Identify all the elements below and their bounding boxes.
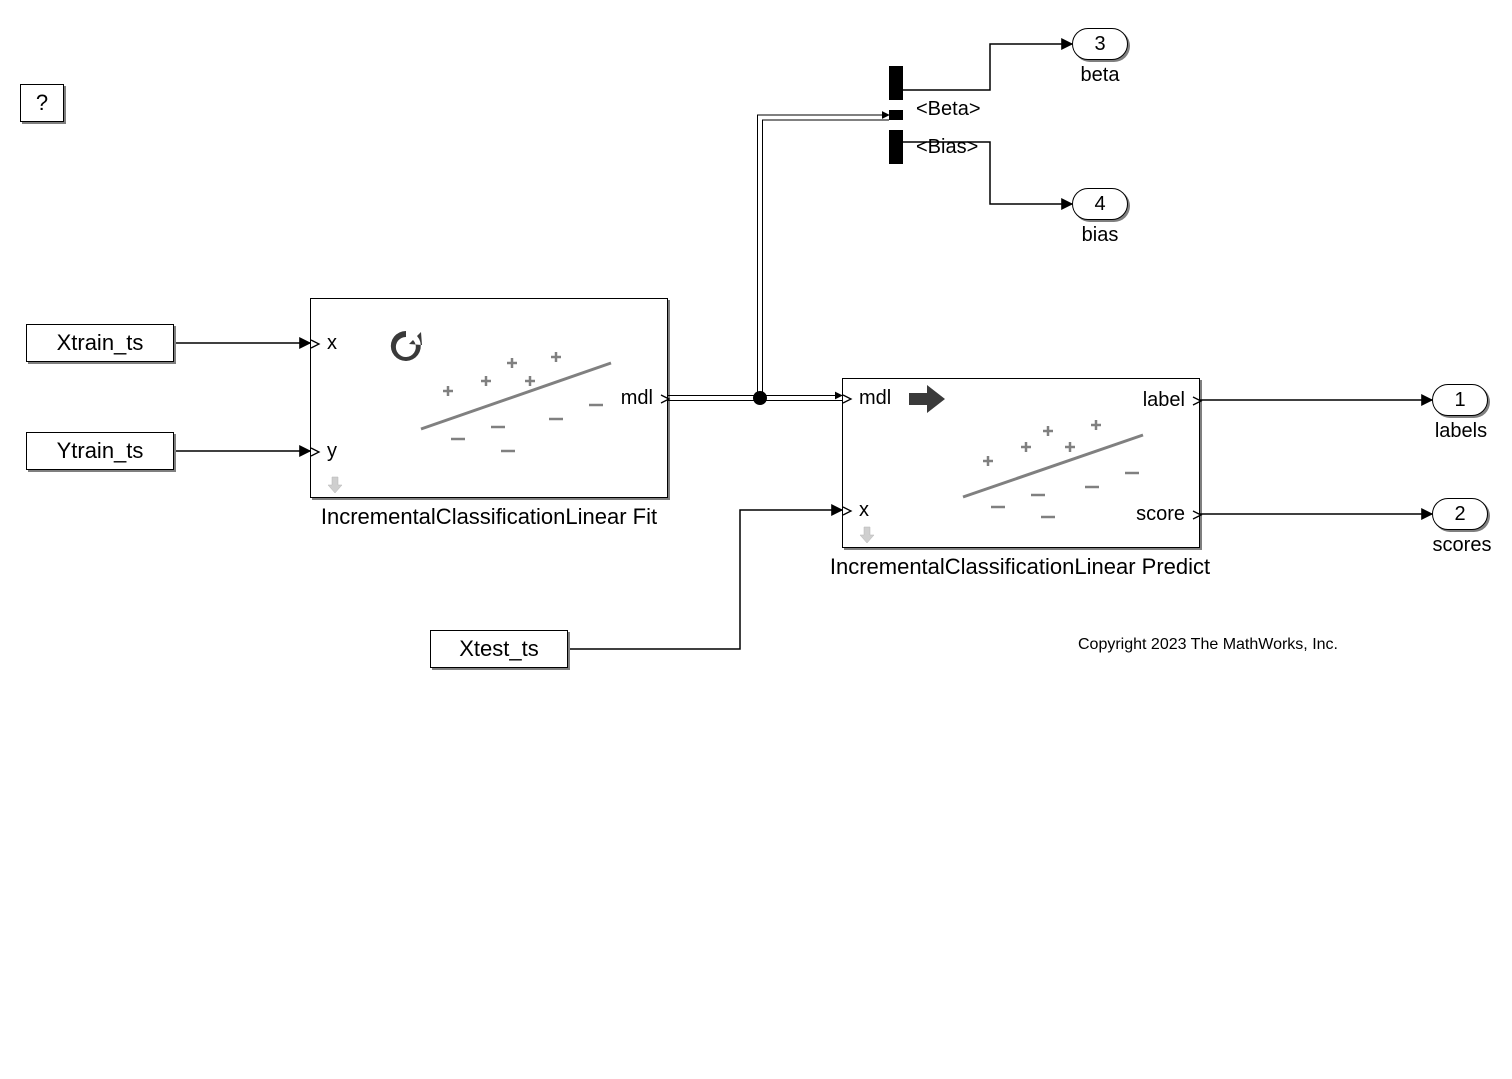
outport-bias[interactable]: 4 [1072,188,1128,220]
predict-port-mdl: mdl [859,387,891,410]
help-label: ? [36,90,48,116]
ytrain-label: Ytrain_ts [57,438,144,464]
outport-beta[interactable]: 3 [1072,28,1128,60]
outport-bias-label: bias [1072,224,1128,247]
outport-scores-label: scores [1424,534,1500,557]
predict-port-score: score [1136,503,1185,526]
outport-labels-num: 1 [1454,389,1465,412]
outport-labels[interactable]: 1 [1432,384,1488,416]
from-workspace-xtrain[interactable]: Xtrain_ts [26,324,174,362]
predict-port-label: label [1143,389,1185,412]
fit-port-x: x [327,332,337,355]
copyright-text: Copyright 2023 The MathWorks, Inc. [1078,636,1338,654]
fit-port-mdl: mdl [621,387,653,410]
predict-block[interactable]: mdl x label score [842,378,1200,548]
outport-labels-label: labels [1426,420,1496,443]
bus-selector[interactable] [889,66,903,164]
xtrain-label: Xtrain_ts [57,330,144,356]
predict-port-x: x [859,499,869,522]
outport-beta-num: 3 [1094,33,1105,56]
bus-out-bias: <Bias> [916,136,978,159]
outport-scores-num: 2 [1454,503,1465,526]
fit-port-y: y [327,440,337,463]
outport-bias-num: 4 [1094,193,1105,216]
outport-beta-label: beta [1072,64,1128,87]
help-block[interactable]: ? [20,84,64,122]
bus-out-beta: <Beta> [916,98,981,121]
from-workspace-ytrain[interactable]: Ytrain_ts [26,432,174,470]
fit-block-title: IncrementalClassificationLinear Fit [310,504,668,530]
outport-scores[interactable]: 2 [1432,498,1488,530]
predict-block-title: IncrementalClassificationLinear Predict [810,554,1230,580]
fit-block[interactable]: x y mdl [310,298,668,498]
diagram-canvas: ? Xtrain_ts Ytrain_ts Xtest_ts [0,0,1512,700]
